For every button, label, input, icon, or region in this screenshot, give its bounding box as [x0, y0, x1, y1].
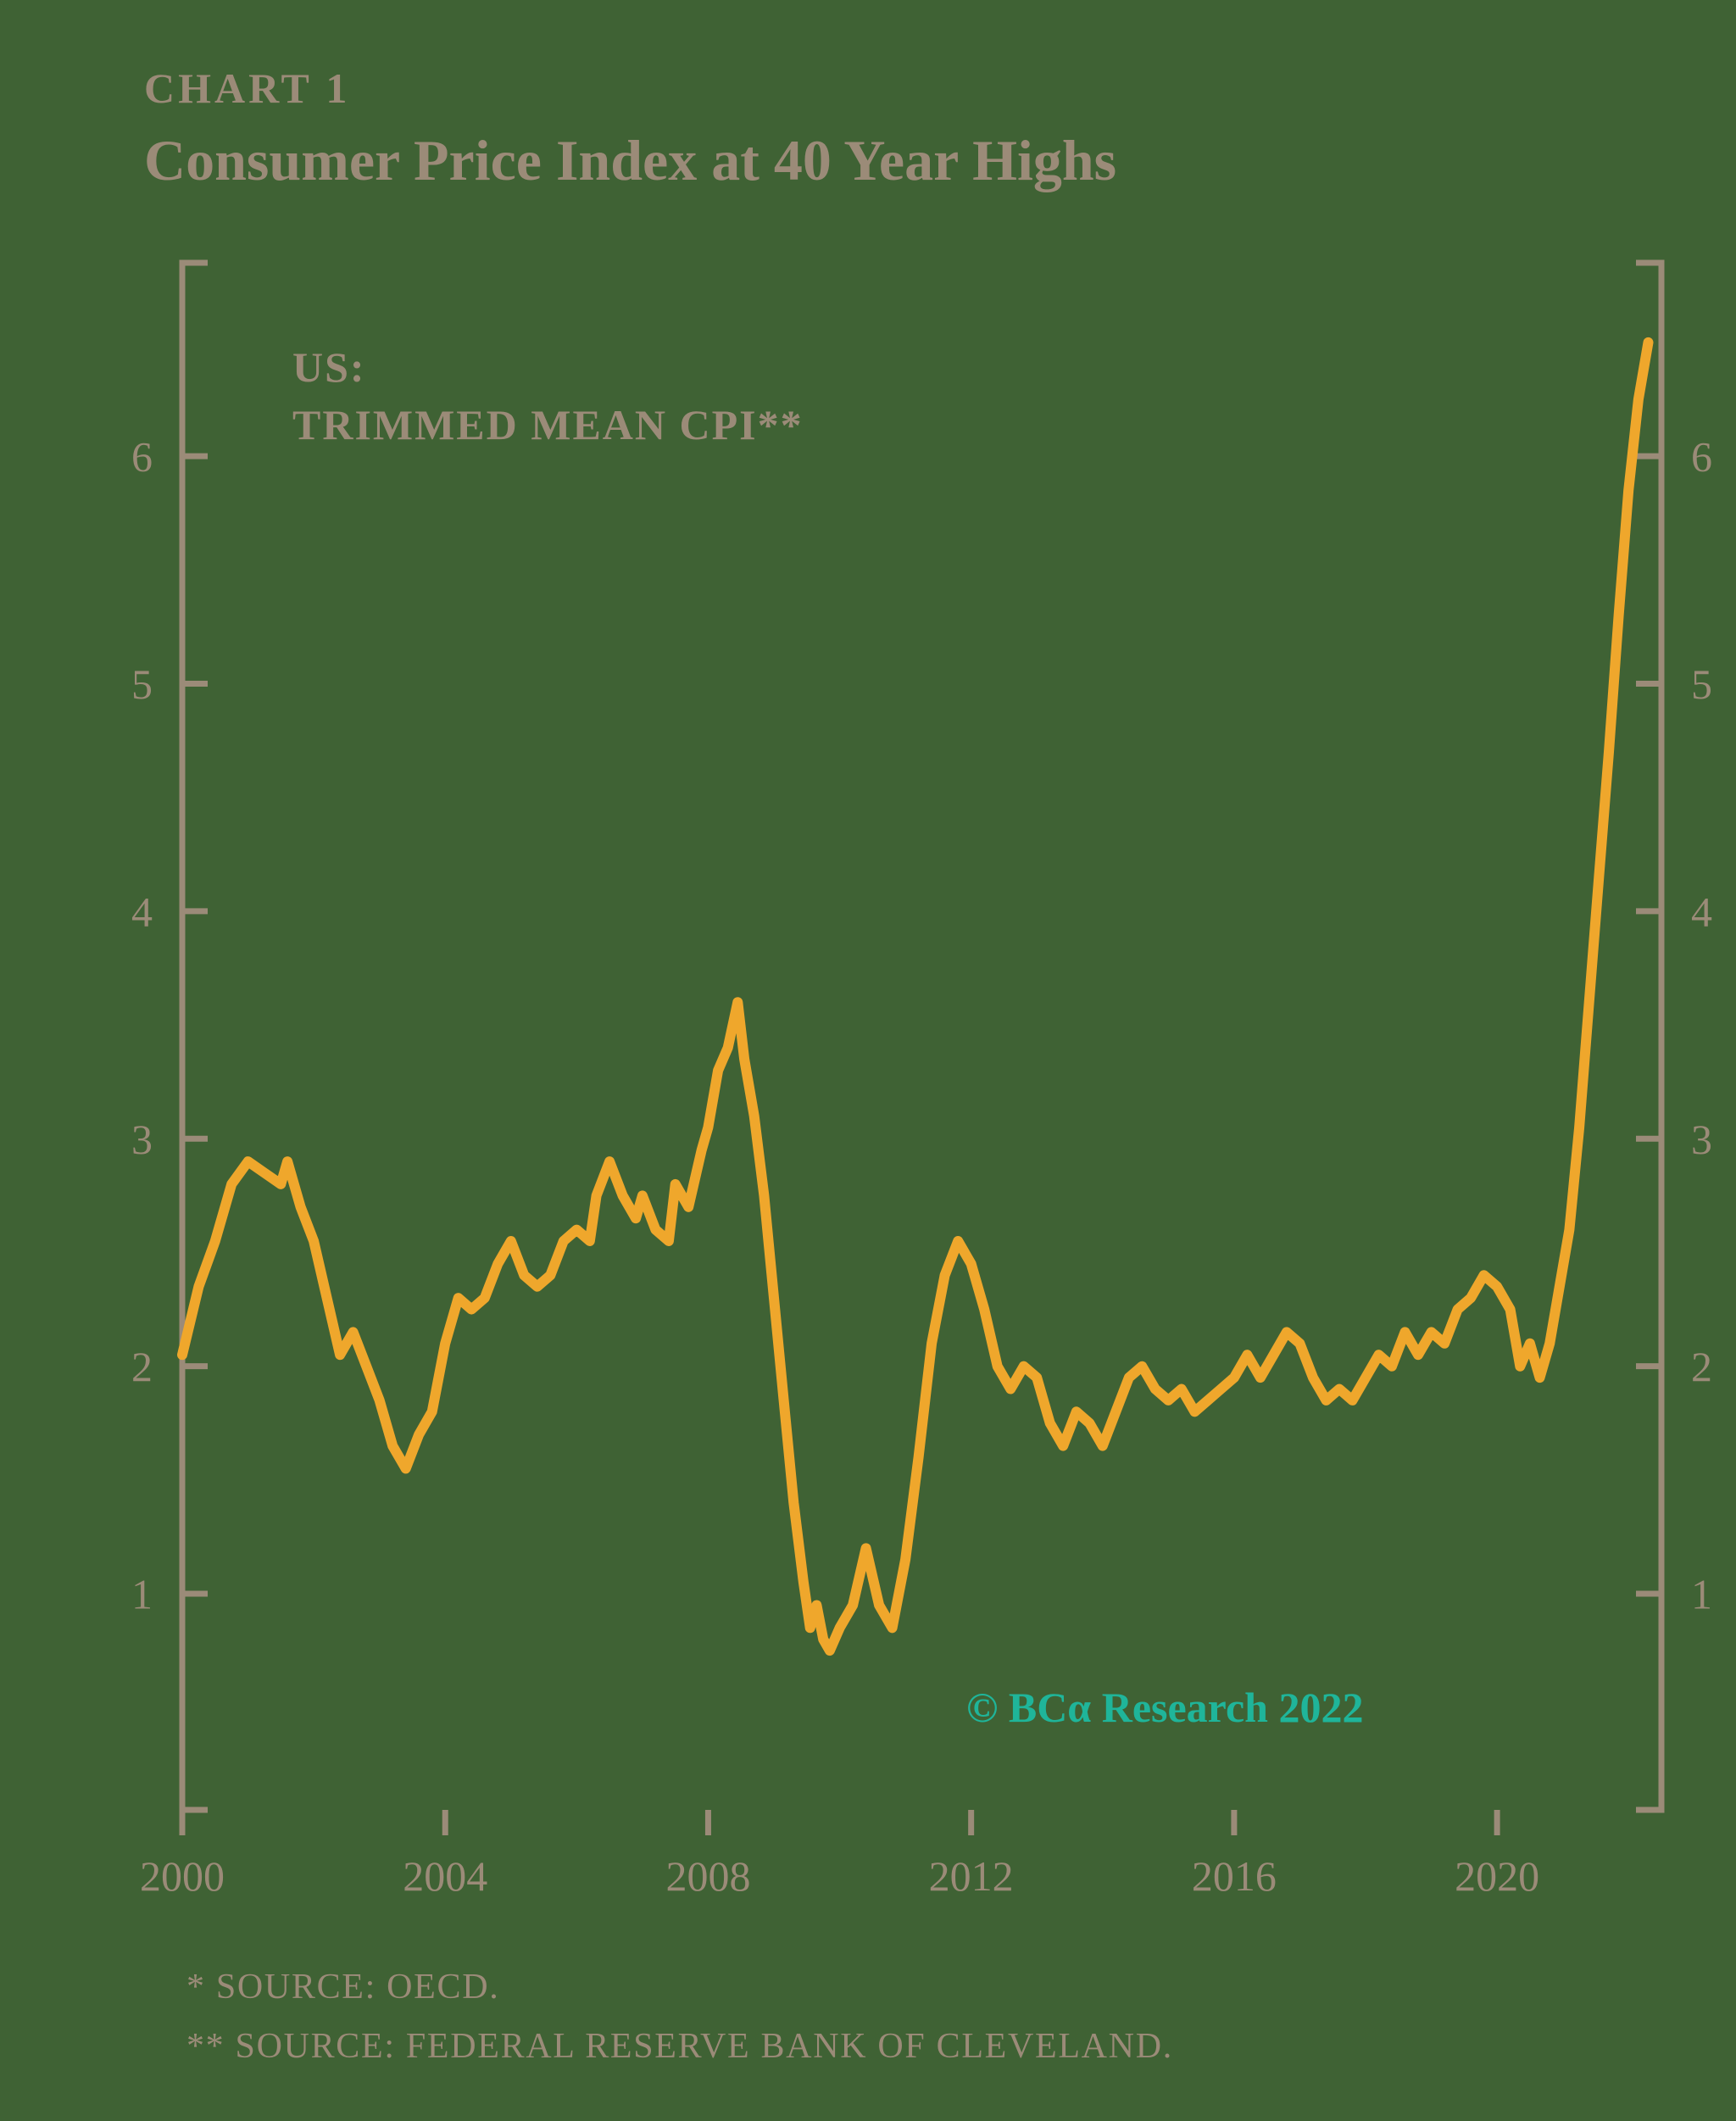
- chart-page: CHART 1 Consumer Price Index at 40 Year …: [0, 0, 1736, 2121]
- y-tick-label-left: 1: [131, 1571, 153, 1618]
- y-tick-label-left: 6: [131, 433, 153, 481]
- x-tick-label: 2000: [140, 1852, 225, 1900]
- x-tick-label: 2008: [665, 1852, 750, 1900]
- y-tick-label-left: 5: [131, 660, 153, 708]
- y-tick-label-right: 3: [1691, 1116, 1712, 1163]
- x-tick-label: 2016: [1192, 1852, 1277, 1900]
- y-tick-label-left: 4: [131, 888, 153, 935]
- copyright-notice: © BCα Research 2022: [966, 1683, 1363, 1732]
- footnote-2: ** SOURCE: FEDERAL RESERVE BANK OF CLEVE…: [186, 2026, 1173, 2067]
- y-tick-label-left: 3: [131, 1116, 153, 1163]
- y-tick-label-right: 5: [1691, 660, 1712, 708]
- x-tick-label: 2004: [403, 1852, 487, 1900]
- footnote-1: * SOURCE: OECD.: [186, 1967, 499, 2007]
- cpi-line-series: [182, 342, 1649, 1651]
- y-tick-label-right: 2: [1691, 1343, 1712, 1390]
- x-tick-label: 2012: [929, 1852, 1014, 1900]
- chart-svg: 1 1 2 2 3 3 4 4 5 5 6 6 2000 2004 2008 2012 2016 2020: [0, 0, 1736, 2121]
- x-tick-label: 2020: [1455, 1852, 1539, 1900]
- y-tick-label-right: 4: [1691, 888, 1712, 935]
- y-tick-label-left: 2: [131, 1343, 153, 1390]
- y-tick-label-right: 1: [1691, 1571, 1712, 1618]
- y-tick-label-right: 6: [1691, 433, 1712, 481]
